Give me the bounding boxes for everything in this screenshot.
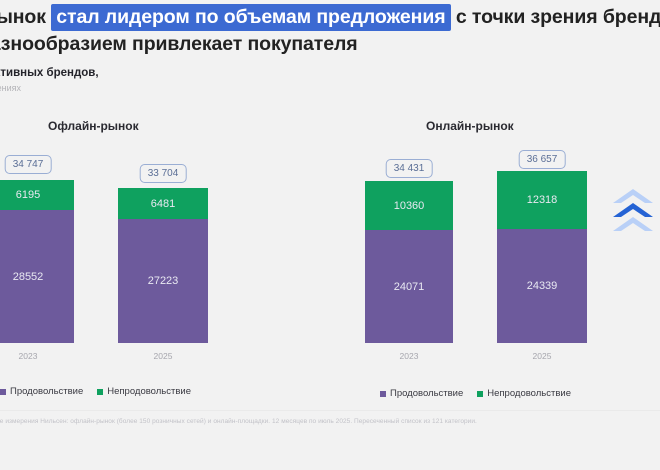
title-part1: -рынок (0, 6, 46, 28)
bar-value-label: 6481 (150, 197, 176, 210)
bar-segment-nonfood-offline-2025[interactable]: 6481 (118, 188, 208, 219)
bar-segment-nonfood-offline-2023[interactable]: 6195 (0, 180, 74, 210)
stacked-bar-offline-2023[interactable]: 6195 28552 (0, 180, 74, 343)
x-axis-label-online-2025: 2025 (532, 351, 552, 361)
stacked-bar-offline-2025[interactable]: 6481 27223 (118, 188, 208, 343)
stacked-bar-online-2023[interactable]: 10360 24071 (365, 181, 453, 343)
growth-arrows-decoration (612, 188, 654, 234)
legend-label: Продовольствие (10, 386, 84, 397)
subtitle-block: о активных брендов, значениях (0, 66, 658, 95)
title-line-1: -рынок стал лидером по объемам предложен… (0, 4, 660, 31)
charts-container: Офлайн-рынок 34 747 6195 28552 2023 33 7… (0, 110, 660, 405)
total-badge-offline-2025: 33 704 (139, 164, 187, 183)
bar-segment-food-online-2023[interactable]: 24071 (365, 230, 453, 343)
legend-swatch-green-icon (477, 390, 484, 397)
legend-label: Непродовольствие (487, 388, 571, 399)
page-title: -рынок стал лидером по объемам предложен… (0, 4, 660, 58)
total-badge-offline-2023: 34 747 (4, 155, 52, 174)
legend-offline: Продовольствие Непродовольствие (0, 386, 191, 397)
total-badge-online-2025: 36 657 (518, 150, 566, 169)
subtitle-main: о активных брендов, (0, 67, 99, 79)
bar-value-label: 27223 (147, 275, 179, 287)
bar-segment-food-offline-2023[interactable]: 28552 (0, 210, 74, 343)
legend-item-nonfood-offline[interactable]: Непродовольствие (97, 386, 191, 397)
x-axis-label-online-2023: 2023 (399, 351, 419, 361)
bar-group-offline-2025[interactable]: 33 704 6481 27223 2025 (118, 150, 208, 365)
legend-swatch-green-icon (97, 388, 104, 395)
total-badge-online-2023: 34 431 (385, 159, 433, 178)
footer-divider (0, 410, 660, 411)
x-axis-label-offline-2023: 2023 (18, 351, 38, 361)
legend-swatch-purple-icon (380, 390, 386, 397)
bar-value-label: 10360 (393, 199, 425, 212)
x-axis-label-offline-2025: 2025 (153, 351, 173, 361)
title-line-2: разнообразием привлекает покупателя (0, 33, 358, 55)
legend-item-food-online[interactable]: Продовольствие (380, 388, 463, 399)
title-highlight: стал лидером по объемам предложения (51, 4, 451, 31)
chart-panel-online: Онлайн-рынок 34 431 10360 24071 2023 36 … (330, 110, 660, 405)
plot-area-online: 34 431 10360 24071 2023 36 657 12318 (330, 150, 660, 365)
bar-group-offline-2023[interactable]: 34 747 6195 28552 2023 (0, 150, 74, 365)
legend-label: Непродовольствие (107, 386, 191, 397)
chart-title-online: Онлайн-рынок (426, 119, 514, 133)
stacked-bar-online-2025[interactable]: 12318 24339 (497, 171, 587, 343)
bar-segment-nonfood-online-2023[interactable]: 10360 (365, 181, 453, 230)
bar-segment-food-online-2025[interactable]: 24339 (497, 229, 587, 343)
brand-logo: ен (0, 440, 1, 468)
legend-swatch-purple-icon (0, 388, 6, 395)
bar-segment-nonfood-online-2025[interactable]: 12318 (497, 171, 587, 229)
bar-value-label: 6195 (15, 189, 41, 201)
legend-online: Продовольствие Непродовольствие (380, 388, 571, 399)
subtitle-sub: значениях (0, 83, 21, 93)
bar-group-online-2023[interactable]: 34 431 10360 24071 2023 (365, 150, 453, 365)
bar-value-label: 24071 (393, 280, 425, 293)
plot-area-offline: 34 747 6195 28552 2023 33 704 6481 (0, 150, 330, 365)
bar-segment-food-offline-2025[interactable]: 27223 (118, 219, 208, 343)
chart-panel-offline: Офлайн-рынок 34 747 6195 28552 2023 33 7… (0, 110, 330, 405)
bar-value-label: 24339 (526, 280, 558, 292)
bar-group-online-2025[interactable]: 36 657 12318 24339 2025 (497, 150, 587, 365)
triple-chevron-up-icon (613, 189, 653, 231)
footer-source-note: ьные измерения Нильсен: офлайн-рынок (бо… (0, 418, 477, 425)
title-part2: с точки зрения брендов (455, 6, 660, 28)
chart-title-offline: Офлайн-рынок (48, 119, 139, 133)
legend-item-nonfood-online[interactable]: Непродовольствие (477, 388, 571, 399)
legend-label: Продовольствие (390, 388, 464, 399)
bar-value-label: 12318 (526, 194, 558, 206)
legend-item-food-offline[interactable]: Продовольствие (0, 386, 83, 397)
bar-value-label: 28552 (12, 270, 44, 283)
